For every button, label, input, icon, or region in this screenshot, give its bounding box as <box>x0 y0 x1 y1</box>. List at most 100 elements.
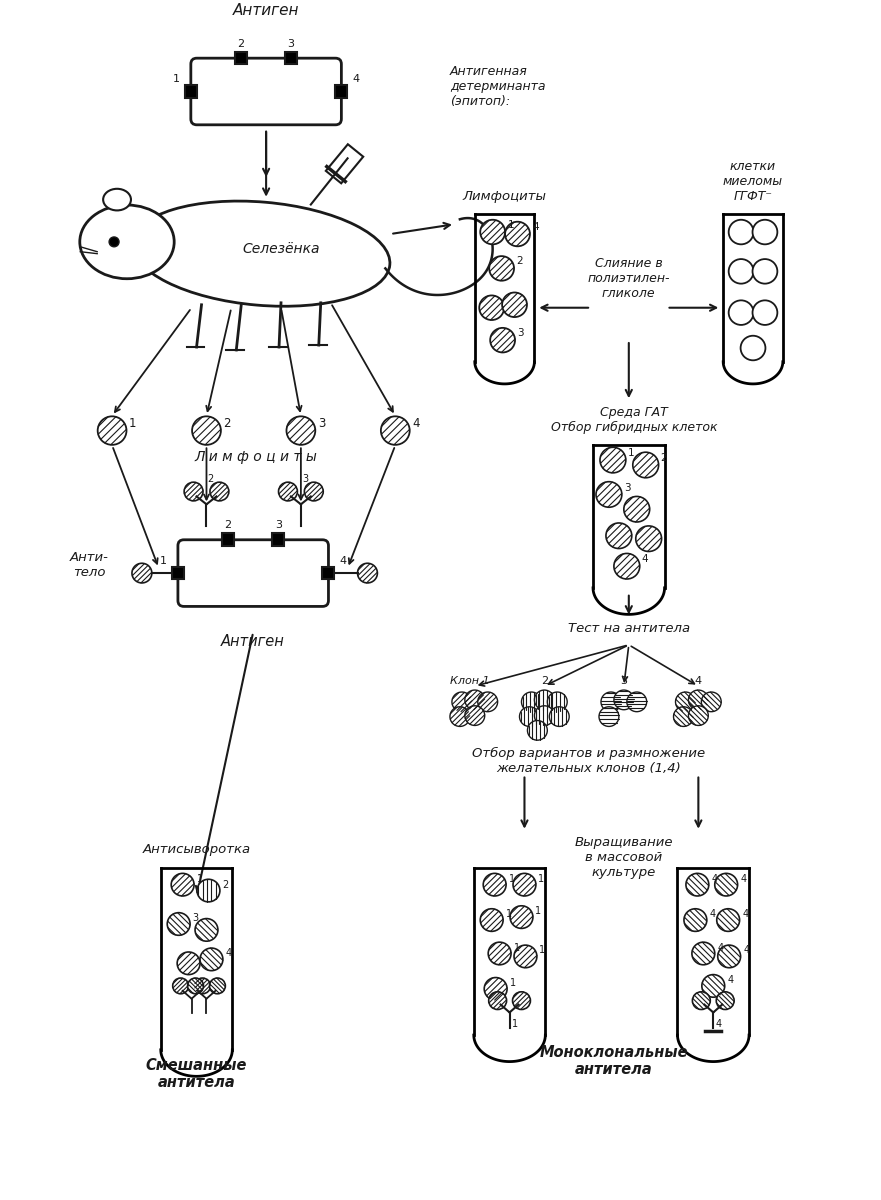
Circle shape <box>177 952 200 974</box>
Text: 1: 1 <box>129 416 137 430</box>
Circle shape <box>729 300 753 325</box>
Text: 4: 4 <box>711 874 717 883</box>
Text: 4: 4 <box>226 948 232 959</box>
Polygon shape <box>322 566 334 580</box>
Text: 2: 2 <box>661 454 667 463</box>
Polygon shape <box>173 566 184 580</box>
Circle shape <box>513 992 530 1009</box>
Circle shape <box>688 690 708 709</box>
Text: Моноклональные
антитела: Моноклональные антитела <box>540 1045 688 1078</box>
Circle shape <box>520 707 539 726</box>
Ellipse shape <box>103 188 131 210</box>
Circle shape <box>98 416 127 445</box>
Circle shape <box>210 482 229 500</box>
Circle shape <box>673 707 693 726</box>
Text: Клон 1: Клон 1 <box>450 676 490 686</box>
Text: 1: 1 <box>507 220 515 230</box>
Circle shape <box>626 692 647 712</box>
Text: 1: 1 <box>512 1019 518 1030</box>
Circle shape <box>465 690 485 709</box>
Circle shape <box>606 523 632 548</box>
Text: 1: 1 <box>538 874 544 883</box>
Circle shape <box>484 874 506 896</box>
Circle shape <box>171 874 194 896</box>
Circle shape <box>502 293 527 317</box>
Circle shape <box>488 942 511 965</box>
Circle shape <box>489 256 514 281</box>
Polygon shape <box>185 85 196 97</box>
Text: 3: 3 <box>288 38 294 49</box>
Text: 1: 1 <box>514 942 520 953</box>
Circle shape <box>109 236 119 247</box>
Circle shape <box>714 874 737 896</box>
Text: Анти-
тело: Анти- тело <box>70 551 108 580</box>
Text: Отбор вариантов и размножение
желательных клонов (1,4): Отбор вариантов и размножение желательны… <box>472 748 706 775</box>
Text: Антисыворотка: Антисыворотка <box>143 844 250 856</box>
Polygon shape <box>326 144 363 184</box>
Circle shape <box>692 942 714 965</box>
Circle shape <box>701 692 722 712</box>
Circle shape <box>278 482 298 500</box>
FancyBboxPatch shape <box>191 58 341 125</box>
Circle shape <box>717 908 740 931</box>
Circle shape <box>535 706 554 726</box>
FancyBboxPatch shape <box>178 540 329 606</box>
Text: 2: 2 <box>224 416 231 430</box>
Circle shape <box>197 880 220 902</box>
Text: Лимфоциты: Лимфоциты <box>463 190 546 203</box>
Text: 4: 4 <box>339 556 346 566</box>
Circle shape <box>505 222 530 246</box>
Text: 3: 3 <box>302 474 308 484</box>
Circle shape <box>716 992 734 1009</box>
Circle shape <box>480 220 505 245</box>
Circle shape <box>686 874 709 896</box>
Circle shape <box>188 978 204 994</box>
Circle shape <box>304 482 323 500</box>
Text: 4: 4 <box>743 946 749 955</box>
Circle shape <box>752 220 777 245</box>
Text: 4: 4 <box>740 874 746 883</box>
Text: 4: 4 <box>709 910 715 919</box>
Circle shape <box>729 220 753 245</box>
Circle shape <box>614 690 633 709</box>
Circle shape <box>450 707 470 726</box>
Text: Слияние в
полиэтилен-
гликоле: Слияние в полиэтилен- гликоле <box>588 257 670 300</box>
Text: 3: 3 <box>624 482 631 492</box>
Text: 3: 3 <box>275 521 282 530</box>
Text: Антиген: Антиген <box>221 634 285 649</box>
Text: Смешанные
антитела: Смешанные антитела <box>146 1057 248 1090</box>
Circle shape <box>624 497 649 522</box>
Circle shape <box>478 692 498 712</box>
Circle shape <box>195 978 211 994</box>
Circle shape <box>489 992 507 1009</box>
Text: 3: 3 <box>193 913 199 923</box>
Text: 4: 4 <box>352 74 359 84</box>
Circle shape <box>636 526 662 552</box>
Circle shape <box>490 328 515 353</box>
Circle shape <box>550 707 569 726</box>
Text: 1: 1 <box>539 946 545 955</box>
Text: 1: 1 <box>536 906 542 916</box>
Circle shape <box>676 692 695 712</box>
Circle shape <box>480 908 503 931</box>
Circle shape <box>752 300 777 325</box>
Text: 4: 4 <box>641 554 648 564</box>
Text: 4: 4 <box>727 974 733 985</box>
Circle shape <box>600 448 626 473</box>
Circle shape <box>286 416 315 445</box>
Circle shape <box>633 452 659 478</box>
Circle shape <box>200 948 223 971</box>
Circle shape <box>688 706 708 726</box>
Circle shape <box>479 295 504 320</box>
Circle shape <box>192 416 221 445</box>
Text: 1: 1 <box>508 874 515 883</box>
Circle shape <box>741 336 766 360</box>
Text: Антиген: Антиген <box>233 2 300 18</box>
Text: 1: 1 <box>628 448 634 458</box>
Polygon shape <box>336 85 347 97</box>
Text: Л и м ф о ц и т ы: Л и м ф о ц и т ы <box>195 450 318 464</box>
Circle shape <box>718 946 741 967</box>
Text: 2: 2 <box>516 257 523 266</box>
Text: 2: 2 <box>225 521 232 530</box>
Circle shape <box>596 481 622 508</box>
